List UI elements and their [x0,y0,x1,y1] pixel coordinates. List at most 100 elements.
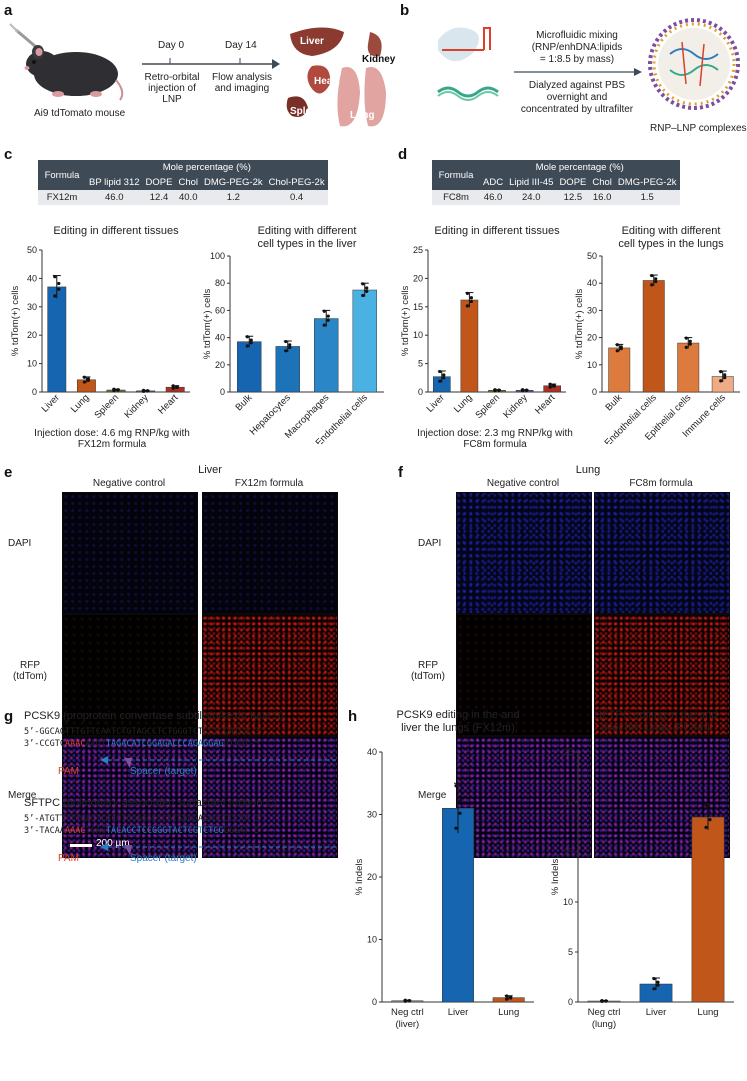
f-title: Lung [575,464,601,476]
data-point [548,385,552,389]
e-neg-rfp-image [62,614,198,736]
e-col1: Negative control [92,478,166,489]
category-label: Liver [425,392,447,414]
seq-segment: 3’-TACAA [24,826,65,836]
panel-letter-a: a [4,2,13,19]
y-tick-label: 40 [215,333,225,343]
panel-letter-e: e [4,464,13,481]
y-tick-label: 10 [367,935,377,945]
data-point [116,388,120,392]
mole-c-col: Chol [175,175,202,190]
mole-d-cell: 16.0 [589,190,615,205]
category-label: Neg ctrl [391,1007,424,1018]
bar [677,342,700,393]
y-tick-label: 0 [220,387,225,397]
b-line1: Microfluidic mixing [536,30,618,41]
data-point [708,811,712,815]
f-fc8m-rfp-image [594,614,730,736]
c1-note: Injection dose: 4.6 mg RNP/kg with FX12m… [34,428,190,450]
data-point [403,998,407,1002]
category-label: Liver [40,392,62,414]
category-label: Liver [646,1007,667,1018]
data-point [57,287,61,291]
y-tick-label: 50 [587,251,597,261]
mole-d-row-name: FC8m [432,190,480,205]
data-point [552,384,556,388]
bar [237,341,262,393]
g-spacer-label-2: Spacer (target) [130,853,197,864]
data-point [604,999,608,1003]
mole-c-cell: 0.4 [265,190,328,205]
e-row-dapi: DAPI [8,538,32,549]
data-point [361,282,365,286]
category-label: Kidney [501,392,529,420]
seq-segment: GTAGT-5’ [223,739,265,749]
timeline-step1: Retro-orbital injection of LNP [144,72,200,105]
data-point [407,999,411,1003]
b-line5: overnight and [546,92,608,103]
y-tick-label: 30 [367,810,377,820]
y-tick-label: 20 [367,872,377,882]
mole-c-row-name: FX12m [38,190,86,205]
category-label: Kidney [122,392,150,420]
bar [352,289,377,393]
g-title-sftpc: SFTPC (pulmonary-associated surfactant p… [24,797,278,809]
g-spacer-label-1: Spacer (target) [130,766,197,777]
organs-illustration [286,27,386,127]
seq-segment: TGAG [85,826,106,836]
g-seq2-bottom: 3’-TACAAAAACTGAGTACACCTCCGGGTACTCGTCTCGG… [24,826,265,836]
panel-letter-h: h [348,708,358,725]
y-tick-label: 20 [215,360,225,370]
category-label: Lung [69,392,92,415]
b-line4: Dialyzed against PBS [528,80,626,91]
y-tick-label: 30 [587,305,597,315]
chart-c1: Editing in different tissues 0 10 20 30 40 50%… [10,225,190,421]
mole-d-col: Chol [589,175,615,190]
data-point [82,380,86,384]
y-axis-label: % Indels [550,859,561,896]
y-axis-label: % tdTom(+) cells [10,286,21,357]
mole-d-formula-label: Formula [432,160,480,190]
organ-heart: Heart [314,76,340,87]
data-point [656,980,660,984]
data-point [684,345,688,349]
data-point [175,385,179,390]
chart-title: PCSK9 editing in the and [397,709,520,721]
chart-title: Editing with different [622,225,721,237]
data-point [365,289,369,293]
data-point [656,983,660,987]
mole-c-col: Chol-PEG-2k [265,175,328,190]
g-spacer-arrow-1 [100,756,336,768]
bar [691,816,725,1003]
y-tick-label: 10 [27,359,37,369]
data-point [361,293,365,298]
bar [314,318,339,393]
y-axis-label: % tdTom(+) cells [574,289,585,360]
data-point [86,378,90,382]
e-row-merge: Merge [8,790,37,801]
data-point [469,296,473,300]
g-seq1-bottom: 3’-CCGTCAAACAAGTTAGACATCGGAGACCCAGAGGAGG… [24,739,265,749]
mouse-label: Ai9 tdTomato mouse [34,108,126,119]
data-point [245,335,249,339]
f-neg-merge-image [456,736,592,858]
category-label: Neg ctrl [588,1007,621,1018]
category-label: Liver [448,1007,469,1018]
data-point [465,291,469,295]
chart-title: Editing in different tissues [53,225,179,237]
g-pam-label-1: PAM [58,766,79,777]
data-point [509,996,513,1000]
b-line6: concentrated by ultrafilter [520,104,634,115]
data-point [600,998,604,1003]
y-tick-label: 20 [413,273,423,283]
chart-d1: Editing in different tissues 0 5 10 15 20 25 % … [400,225,566,421]
b-line3: = 1:8.5 by mass) [539,54,615,65]
mole-c-cell: 46.0 [86,190,143,205]
mole-c-cell: 12.4 [142,190,176,205]
data-point [688,342,692,346]
y-tick-label: 30 [27,302,37,312]
rnp-illustration [437,27,499,101]
data-point [112,387,116,391]
